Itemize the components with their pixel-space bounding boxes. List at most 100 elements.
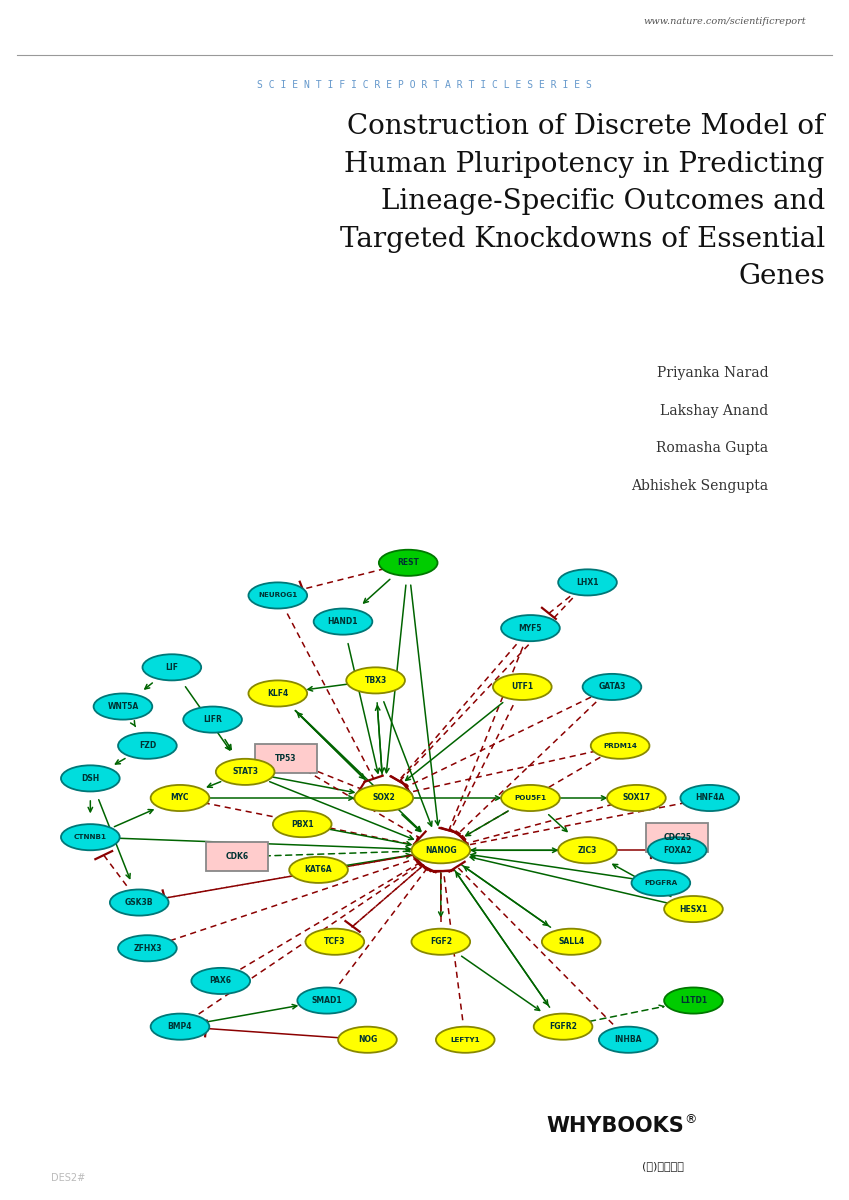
Text: FZD: FZD <box>138 742 156 750</box>
Ellipse shape <box>183 707 242 733</box>
Text: WHYBOOKS: WHYBOOKS <box>546 1116 683 1136</box>
Text: (주)와이북스: (주)와이북스 <box>642 1162 683 1171</box>
Ellipse shape <box>493 674 552 700</box>
Text: FOXA2: FOXA2 <box>663 846 691 854</box>
Ellipse shape <box>290 857 348 883</box>
Ellipse shape <box>273 811 332 838</box>
Text: LEFTY1: LEFTY1 <box>451 1037 480 1043</box>
Ellipse shape <box>61 824 120 851</box>
Ellipse shape <box>150 1014 210 1039</box>
Text: Lakshay Anand: Lakshay Anand <box>660 404 768 418</box>
Text: BMP4: BMP4 <box>168 1022 192 1031</box>
Text: CDC25: CDC25 <box>663 833 691 841</box>
Ellipse shape <box>582 674 641 700</box>
Text: NOG: NOG <box>357 1036 377 1044</box>
Text: CTNNB1: CTNNB1 <box>74 834 107 840</box>
Ellipse shape <box>534 1014 593 1039</box>
Text: SOX17: SOX17 <box>622 793 650 803</box>
Ellipse shape <box>216 758 274 785</box>
Ellipse shape <box>306 929 364 955</box>
Ellipse shape <box>61 766 120 792</box>
Text: FGF2: FGF2 <box>430 937 452 947</box>
Ellipse shape <box>379 550 437 576</box>
Text: DES2#: DES2# <box>51 1174 85 1183</box>
Ellipse shape <box>118 935 177 961</box>
FancyBboxPatch shape <box>206 842 268 871</box>
Text: POU5F1: POU5F1 <box>514 794 547 802</box>
Ellipse shape <box>632 870 690 896</box>
Ellipse shape <box>680 785 739 811</box>
Ellipse shape <box>599 1027 658 1052</box>
Text: Abhishek Sengupta: Abhishek Sengupta <box>631 479 768 493</box>
Text: INHBA: INHBA <box>615 1036 642 1044</box>
Text: Priyanka Narad: Priyanka Narad <box>657 366 768 380</box>
Ellipse shape <box>558 569 617 595</box>
Text: TBX3: TBX3 <box>364 676 387 685</box>
FancyBboxPatch shape <box>255 744 317 773</box>
Ellipse shape <box>110 889 169 916</box>
Ellipse shape <box>346 667 405 694</box>
Text: HESX1: HESX1 <box>679 905 707 913</box>
Ellipse shape <box>501 785 559 811</box>
Text: MYF5: MYF5 <box>519 624 543 632</box>
Text: KAT6A: KAT6A <box>305 865 332 875</box>
Ellipse shape <box>607 785 666 811</box>
Text: L1TD1: L1TD1 <box>680 996 707 1006</box>
Ellipse shape <box>93 694 152 720</box>
Text: www.nature.com/scientificreport: www.nature.com/scientificreport <box>644 17 807 26</box>
Ellipse shape <box>297 988 356 1014</box>
Text: HNF4A: HNF4A <box>695 793 724 803</box>
Text: TCF3: TCF3 <box>324 937 346 947</box>
Text: UTF1: UTF1 <box>511 683 533 691</box>
Text: PAX6: PAX6 <box>210 977 232 985</box>
Ellipse shape <box>313 608 373 635</box>
Ellipse shape <box>249 680 307 707</box>
Ellipse shape <box>354 785 413 811</box>
Text: SALL4: SALL4 <box>558 937 584 947</box>
Ellipse shape <box>191 968 250 994</box>
Ellipse shape <box>664 988 722 1014</box>
Ellipse shape <box>150 785 210 811</box>
Text: Construction of Discrete Model of
Human Pluripotency in Predicting
Lineage-Speci: Construction of Discrete Model of Human … <box>340 113 824 290</box>
Text: ®: ® <box>684 1114 697 1126</box>
Text: Romasha Gupta: Romasha Gupta <box>656 442 768 455</box>
Text: PBX1: PBX1 <box>291 820 313 829</box>
Text: SMAD1: SMAD1 <box>312 996 342 1006</box>
Text: LIF: LIF <box>166 662 178 672</box>
Text: NANOG: NANOG <box>425 846 457 854</box>
Text: GSK3B: GSK3B <box>125 898 154 907</box>
Text: WNT5A: WNT5A <box>107 702 138 712</box>
Text: FGFR2: FGFR2 <box>549 1022 577 1031</box>
Ellipse shape <box>542 929 600 955</box>
Text: ZIC3: ZIC3 <box>578 846 597 854</box>
Ellipse shape <box>501 616 559 641</box>
Ellipse shape <box>143 654 201 680</box>
Ellipse shape <box>558 838 617 863</box>
Text: LHX1: LHX1 <box>576 578 599 587</box>
Text: HAND1: HAND1 <box>328 617 358 626</box>
Text: PDGFRA: PDGFRA <box>644 880 678 886</box>
Text: SOX2: SOX2 <box>373 793 395 803</box>
Text: ZFHX3: ZFHX3 <box>133 943 161 953</box>
Text: KLF4: KLF4 <box>267 689 289 698</box>
Text: LIFR: LIFR <box>203 715 222 724</box>
Ellipse shape <box>664 896 722 922</box>
Text: TP53: TP53 <box>275 755 296 763</box>
Ellipse shape <box>436 1027 495 1052</box>
Ellipse shape <box>412 838 470 863</box>
Ellipse shape <box>338 1027 396 1052</box>
Text: DSH: DSH <box>82 774 99 782</box>
Text: MYC: MYC <box>171 793 189 803</box>
Ellipse shape <box>118 733 177 758</box>
Text: REST: REST <box>397 558 419 568</box>
Ellipse shape <box>591 733 649 758</box>
Text: GATA3: GATA3 <box>599 683 626 691</box>
Text: CDK6: CDK6 <box>226 852 249 862</box>
FancyBboxPatch shape <box>646 823 708 852</box>
Text: STAT3: STAT3 <box>232 767 258 776</box>
Ellipse shape <box>249 582 307 608</box>
Ellipse shape <box>648 838 706 863</box>
Text: S C I E N T I F I C R E P O R T A R T I C L E S E R I E S: S C I E N T I F I C R E P O R T A R T I … <box>257 79 592 90</box>
Text: NEUROG1: NEUROG1 <box>258 593 297 599</box>
Text: PRDM14: PRDM14 <box>603 743 637 749</box>
